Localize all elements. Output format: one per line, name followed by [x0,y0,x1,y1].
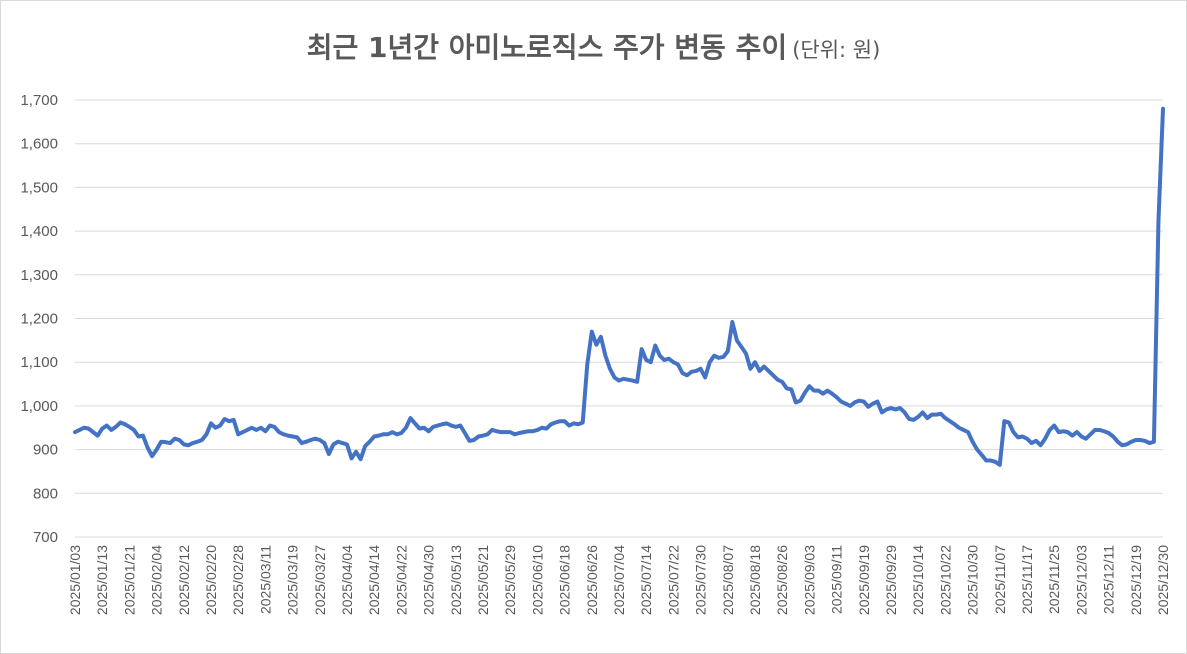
x-tick-label: 2025/05/21 [475,545,491,615]
x-tick-label: 2025/07/22 [665,545,681,615]
y-tick-label: 1,100 [20,354,58,371]
x-tick-label: 2025/12/03 [1073,545,1089,615]
y-tick-label: 800 [33,485,58,502]
x-tick-label: 2025/06/18 [557,545,573,615]
y-tick-label: 1,400 [20,223,58,240]
x-tick-label: 2025/02/28 [230,545,246,615]
x-tick-label: 2025/10/30 [965,545,981,615]
x-tick-label: 2025/11/07 [992,545,1008,614]
x-tick-label: 2025/11/17 [1019,545,1035,614]
x-tick-label: 2025/06/10 [529,545,545,615]
y-tick-label: 900 [33,442,58,459]
y-tick-label: 1,700 [20,92,58,109]
x-axis-tick-labels: 2025/01/03 2025/01/13 2025/01/21 2025/02/04… [67,545,1171,615]
x-tick-label: 2025/09/19 [856,545,872,615]
x-tick-label: 2025/02/12 [176,545,192,615]
x-tick-label: 2025/08/07 [720,545,736,615]
x-tick-label: 2025/10/22 [937,545,953,615]
x-tick-label: 2025/08/26 [774,545,790,615]
series-line [73,106,1165,467]
chart-title-unit: (단위: 원) [792,38,881,62]
x-tick-label: 2025/09/03 [801,545,817,615]
y-tick-label: 1,600 [20,136,58,153]
x-tick-label: 2025/01/21 [121,545,137,615]
x-tick-label: 2025/09/11 [829,545,845,614]
y-tick-label: 1,200 [20,311,58,328]
x-tick-label: 2025/07/30 [693,545,709,615]
y-axis-tick-labels: 700 800 900 1,000 1,100 1,200 1,300 1,400 1,500 1… [20,92,58,546]
y-tick-label: 1,300 [20,267,58,284]
chart-title: 최근 1년간 아미노로직스 주가 변동 추이 (단위: 원) [0,26,1187,66]
y-tick-label: 1,000 [20,398,58,415]
x-tick-label: 2025/07/04 [611,545,627,615]
x-tick-label: 2025/05/13 [448,545,464,615]
x-tick-label: 2025/04/30 [421,545,437,615]
x-tick-label: 2025/04/14 [366,545,382,615]
x-tick-label: 2025/12/11 [1101,545,1117,614]
x-tick-label: 2025/10/14 [910,545,926,615]
x-tick-label: 2025/07/14 [638,545,654,615]
chart-title-main: 최근 1년간 아미노로직스 주가 변동 추이 [306,31,788,64]
x-tick-label: 2025/12/30 [1155,545,1171,615]
gridlines [75,99,1163,538]
x-tick-label: 2025/04/22 [393,545,409,615]
x-tick-label: 2025/02/20 [203,545,219,615]
x-tick-label: 2025/11/25 [1046,545,1062,614]
x-tick-label: 2025/02/04 [149,545,165,615]
x-tick-label: 2025/03/19 [285,545,301,615]
y-tick-label: 1,500 [20,179,58,196]
x-tick-label: 2025/01/13 [94,545,110,615]
y-tick-label: 700 [33,529,58,546]
x-tick-label: 2025/04/04 [339,545,355,615]
x-tick-label: 2025/06/26 [584,545,600,615]
x-tick-label: 2025/01/03 [67,545,83,615]
x-tick-label: 2025/09/29 [883,545,899,615]
x-tick-label: 2025/05/29 [502,545,518,615]
x-tick-label: 2025/03/11 [257,545,273,614]
series-layer [73,106,1165,467]
x-tick-label: 2025/03/27 [312,545,328,615]
x-tick-label: 2025/08/18 [747,545,763,615]
x-tick-label: 2025/12/19 [1128,545,1144,615]
